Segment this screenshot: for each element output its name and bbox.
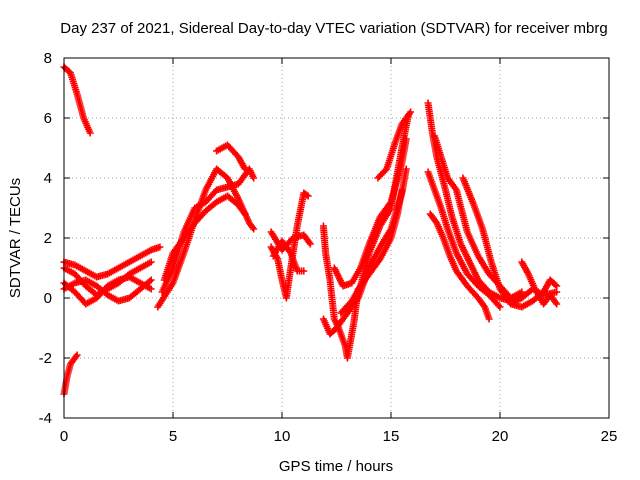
data-point bbox=[241, 210, 249, 218]
series-arc-12 bbox=[267, 189, 312, 302]
data-point bbox=[300, 267, 308, 275]
y-tick-label: 0 bbox=[44, 290, 52, 307]
series-arc-07 bbox=[154, 165, 258, 311]
series-arc-24 bbox=[518, 258, 561, 308]
data-point bbox=[156, 243, 164, 251]
data-point bbox=[496, 303, 504, 311]
data-point bbox=[303, 191, 311, 199]
data-point bbox=[241, 165, 249, 173]
y-tick-label: -2 bbox=[39, 350, 52, 367]
series-arc-25 bbox=[507, 276, 561, 311]
x-tick-label: 0 bbox=[60, 428, 68, 445]
series-arc-23 bbox=[459, 174, 561, 308]
data-point bbox=[240, 209, 248, 216]
series-arc-18 bbox=[374, 108, 415, 182]
data-point bbox=[495, 302, 503, 309]
x-axis-label: GPS time / hours bbox=[279, 458, 393, 475]
data-point bbox=[249, 224, 257, 231]
series-arc-10 bbox=[213, 141, 249, 173]
series-arc-13 bbox=[269, 237, 308, 275]
data-point bbox=[551, 281, 559, 289]
data-point bbox=[250, 225, 258, 233]
series-arc-21 bbox=[426, 210, 493, 323]
y-tick-label: 6 bbox=[44, 110, 52, 127]
y-tick-label: 8 bbox=[44, 50, 52, 67]
data-point bbox=[381, 167, 389, 174]
data-point bbox=[553, 288, 561, 296]
x-tick-label: 20 bbox=[492, 428, 509, 445]
data-point bbox=[250, 174, 258, 182]
data-point bbox=[72, 353, 80, 360]
data-point bbox=[407, 108, 415, 116]
data-point bbox=[552, 299, 560, 306]
data-point bbox=[485, 315, 493, 323]
x-tick-label: 15 bbox=[383, 428, 400, 445]
data-point bbox=[553, 300, 561, 308]
series-arc-20 bbox=[424, 168, 504, 311]
data-point bbox=[305, 239, 313, 246]
data-point bbox=[147, 285, 155, 293]
data-point bbox=[402, 165, 410, 173]
data-point bbox=[73, 351, 81, 359]
chart-title: Day 237 of 2021, Sidereal Day-to-day VTE… bbox=[60, 20, 607, 37]
x-tick-label: 25 bbox=[601, 428, 618, 445]
axis-ticks: 0 5 10 15 20 25 -4 -2 0 2 4 6 8 bbox=[39, 50, 618, 445]
data-point bbox=[306, 240, 314, 248]
grid-lines bbox=[64, 58, 609, 418]
data-point bbox=[147, 276, 155, 284]
data-markers bbox=[60, 63, 561, 398]
x-tick-label: 5 bbox=[169, 428, 177, 445]
y-tick-label: 4 bbox=[44, 170, 52, 187]
series-arc-06 bbox=[60, 276, 155, 305]
y-tick-label: 2 bbox=[44, 230, 52, 247]
x-tick-label: 10 bbox=[274, 428, 291, 445]
y-tick-label: -4 bbox=[39, 410, 52, 427]
series-arc-01 bbox=[60, 63, 94, 137]
data-point bbox=[553, 282, 561, 290]
data-point bbox=[304, 192, 312, 200]
data-point bbox=[147, 258, 155, 266]
y-axis-label: SDTVAR / TECUs bbox=[7, 178, 24, 298]
data-point bbox=[86, 129, 94, 137]
series-arc-09 bbox=[160, 192, 249, 284]
